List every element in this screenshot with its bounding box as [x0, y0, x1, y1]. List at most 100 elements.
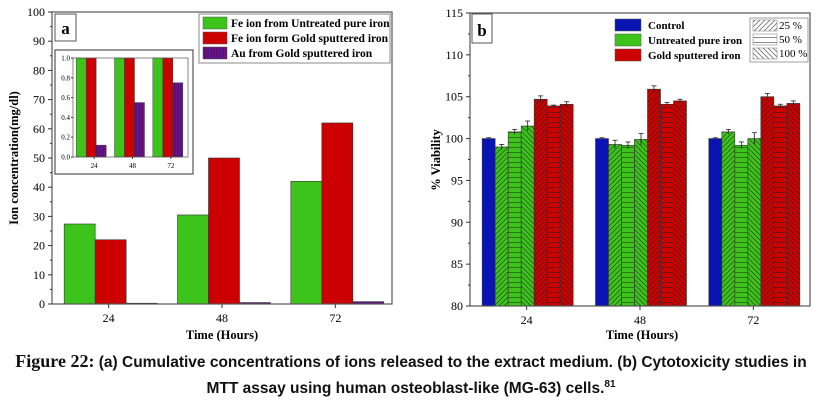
inset-y-tick-label: 0.6 — [61, 94, 70, 102]
legend-frame — [198, 13, 391, 64]
bar-48h-series-4 — [634, 139, 648, 307]
bar-24h-series-7 — [559, 103, 574, 307]
inset-x-tick-label: 72 — [167, 162, 175, 170]
legend-color-label: Gold sputtered iron — [648, 50, 741, 62]
inset-plot-frame — [72, 57, 189, 158]
inset-bar-24h-series-1 — [75, 57, 87, 158]
bar-24h-series-2 — [494, 146, 509, 307]
x-tick-label: 24 — [103, 311, 115, 325]
bar-72h-series-7 — [786, 103, 801, 307]
inset-bar-72h-series-3 — [172, 82, 184, 158]
x-tick-label: 48 — [634, 313, 646, 327]
legend-pattern-label: 100 % — [779, 48, 807, 60]
bar-72h-series-5 — [760, 96, 775, 307]
panel-b-label: b — [477, 21, 486, 40]
y-tick-label: 95 — [451, 173, 463, 187]
bar-48h-series-6 — [660, 103, 674, 307]
inset-bar-48h-series-3 — [134, 102, 145, 158]
y-tick-label: 40 — [33, 180, 45, 194]
inset-bar-48h-series-1 — [114, 57, 125, 158]
y-tick-label: 100 — [445, 132, 463, 146]
inset-x-tick-label: 48 — [129, 162, 137, 170]
legend-color-swatch — [614, 48, 642, 62]
legend-label: Fe ion form Gold sputtered iron — [231, 33, 389, 45]
caption-text: (a) Cumulative concentrations of ions re… — [94, 354, 807, 398]
panel-b-label-box — [471, 13, 493, 44]
inset-y-tick-label: 1.0 — [61, 55, 70, 63]
y-tick-label: 80 — [33, 63, 45, 77]
chart-b-viability: 24 48 72 80 85 90 95 100 105 110 115 b Control Untr… — [429, 6, 811, 342]
y-tick-label: 115 — [445, 6, 463, 20]
legend-color-label: Control — [648, 20, 684, 32]
legend-pattern-swatch — [752, 19, 778, 32]
bar-24h-series-1 — [481, 138, 496, 307]
bar-24h-series-6 — [546, 105, 561, 307]
panel-a-label-box — [54, 13, 77, 42]
bar-48h-series-2 — [608, 144, 622, 307]
inset-y-tick-label: 0.4 — [61, 114, 70, 122]
chart-a-y-axis-label: Ion concentration(mg/dl) — [7, 91, 21, 225]
figure-label: Figure 22: — [15, 351, 95, 371]
legend-pattern-label: 50 % — [779, 34, 802, 46]
y-tick-label: 110 — [445, 48, 463, 62]
inset-bar-24h-series-3 — [95, 144, 107, 158]
legend-label: Fe ion from Untreated pure iron — [231, 18, 390, 30]
y-tick-label: 105 — [445, 90, 463, 104]
legend-pattern-label: 25 % — [779, 20, 802, 32]
inset-bar-48h-series-2 — [124, 57, 135, 158]
bar-24h-series-4 — [520, 125, 535, 307]
inset-y-tick-label: 0.8 — [61, 74, 70, 82]
y-tick-label: 30 — [33, 209, 45, 223]
bar-24h-series-5 — [533, 98, 548, 307]
legend-color-swatch — [614, 18, 642, 32]
bar-72h-series-1 — [290, 181, 323, 305]
legend-swatch — [202, 16, 228, 30]
legend-swatch — [202, 46, 228, 60]
x-tick-label: 72 — [329, 311, 341, 325]
y-tick-label: 10 — [33, 268, 45, 282]
chart-b-y-axis-label: % Viability — [429, 129, 443, 191]
chart-a-ion-concentration: 24 48 72 0 10 20 30 40 50 60 70 80 90 100 a 24 48 72 0.0… — [7, 5, 393, 342]
bar-72h-series-3 — [734, 144, 749, 307]
x-tick-label: 72 — [747, 313, 759, 327]
legend-pattern-swatch — [752, 47, 778, 60]
bar-72h-series-2 — [321, 122, 354, 305]
y-tick-label: 90 — [33, 34, 45, 48]
caption-reference: 81 — [604, 379, 616, 390]
chart-a-legend: Fe ion from Untreated pure iron Fe ion fo… — [198, 13, 391, 64]
inset-bar-72h-series-2 — [162, 57, 174, 158]
y-tick-label: 60 — [33, 122, 45, 136]
bar-48h-series-3 — [621, 144, 635, 307]
legend-color-swatch — [614, 33, 642, 47]
legend-swatch — [202, 31, 228, 45]
y-tick-label: 20 — [33, 239, 45, 253]
y-tick-label: 80 — [451, 299, 463, 313]
y-tick-label: 85 — [451, 257, 463, 271]
legend-pattern-swatch — [752, 33, 778, 46]
bar-24h-series-1 — [63, 223, 96, 305]
bar-24h-series-2 — [94, 239, 127, 305]
chart-b-x-axis-label: Time (Hours) — [606, 328, 678, 342]
x-tick-label: 24 — [521, 313, 533, 327]
y-tick-label: 100 — [27, 5, 45, 19]
y-tick-label: 70 — [33, 93, 45, 107]
legend-label: Au from Gold sputtered iron — [231, 48, 373, 60]
bar-72h-series-4 — [747, 138, 762, 307]
bar-48h-series-2 — [208, 157, 240, 305]
inset-y-tick-label: 0.0 — [61, 154, 70, 162]
bar-72h-series-1 — [708, 138, 723, 307]
figure-caption: Figure 22: (a) Cumulative concentrations… — [0, 350, 822, 400]
bar-72h-series-6 — [773, 105, 788, 307]
inset-bar-72h-series-1 — [152, 57, 164, 158]
inset-x-tick-label: 24 — [91, 162, 99, 170]
inset-y-tick-label: 0.2 — [61, 134, 70, 142]
y-tick-label: 90 — [451, 215, 463, 229]
legend-color-label: Untreated pure iron — [648, 35, 742, 47]
x-tick-label: 48 — [216, 311, 228, 325]
bar-48h-series-1 — [595, 138, 609, 307]
bar-48h-series-5 — [647, 88, 661, 307]
bar-72h-series-2 — [721, 131, 736, 307]
panel-a-label: a — [61, 19, 70, 38]
y-tick-label: 0 — [39, 297, 45, 311]
chart-b-legend: Control Untreated pure iron Gold sputtered… — [614, 17, 809, 63]
